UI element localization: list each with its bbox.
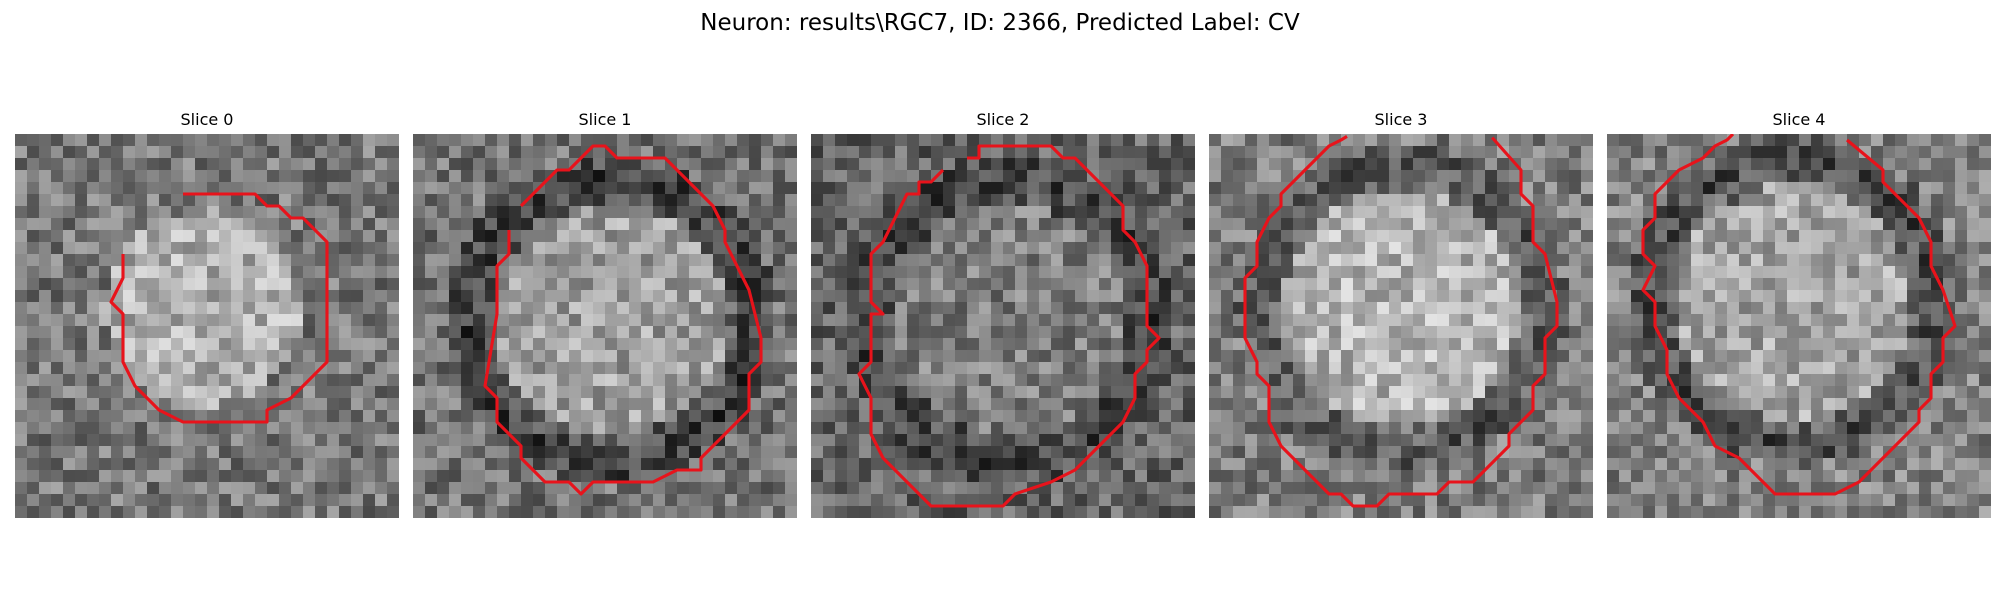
contour-line-1 bbox=[483, 144, 763, 496]
contour-line-2 bbox=[857, 144, 1161, 508]
slice-image-4 bbox=[1607, 134, 1991, 518]
contour-line-4 bbox=[1641, 134, 1957, 496]
figure-title: Neuron: results\RGC7, ID: 2366, Predicte… bbox=[700, 10, 1300, 36]
slice-image-0 bbox=[15, 134, 399, 518]
slice-title-4: Slice 4 bbox=[1772, 110, 1826, 129]
slice-title-3: Slice 3 bbox=[1374, 110, 1428, 129]
contour-line-0 bbox=[109, 192, 329, 424]
slice-image-1 bbox=[413, 134, 797, 518]
slice-title-2: Slice 2 bbox=[976, 110, 1030, 129]
contour-line-3 bbox=[1243, 135, 1559, 508]
slice-title-0: Slice 0 bbox=[180, 110, 234, 129]
slice-title-1: Slice 1 bbox=[578, 110, 632, 129]
slice-image-2 bbox=[811, 134, 1195, 518]
slice-image-3 bbox=[1209, 134, 1593, 518]
